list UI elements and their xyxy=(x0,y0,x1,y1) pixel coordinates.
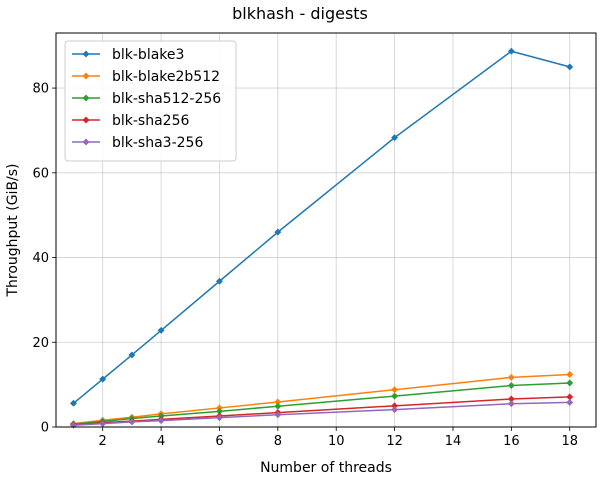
y-tick-label: 60 xyxy=(32,166,49,181)
data-point-blk-sha3-256 xyxy=(274,411,282,419)
legend-marker xyxy=(82,116,90,124)
data-point-blk-sha3-256 xyxy=(128,418,136,426)
data-point-blk-sha512-256 xyxy=(391,392,399,400)
data-point-blk-blake3 xyxy=(507,47,515,55)
legend-label: blk-sha256 xyxy=(112,113,189,129)
data-point-blk-blake3 xyxy=(566,63,574,71)
data-point-blk-sha512-256 xyxy=(566,379,574,387)
data-point-blk-blake3 xyxy=(215,277,224,285)
legend-marker xyxy=(82,50,90,58)
series-layer xyxy=(69,47,574,429)
x-tick-label: 2 xyxy=(99,434,107,449)
x-axis-label: Number of threads xyxy=(260,460,392,476)
legend-marker xyxy=(82,138,90,146)
legend-marker xyxy=(82,94,90,102)
y-tick-label: 40 xyxy=(32,251,49,266)
legend-box xyxy=(64,40,237,162)
legend-label: blk-blake3 xyxy=(112,47,184,63)
x-tick-label: 16 xyxy=(503,434,520,449)
data-point-blk-blake3 xyxy=(99,375,107,383)
ticks: 2 4 6 8 10 12 14 16 18 0 20 40 60 80 xyxy=(32,82,578,449)
x-tick-label: 6 xyxy=(215,434,223,449)
y-tick-label: 20 xyxy=(32,336,49,351)
data-point-blk-blake3 xyxy=(274,228,282,236)
y-tick-label: 0 xyxy=(41,421,49,436)
legend: blk-blake3 blk-blake2b512 blk-sha512-256 bl… xyxy=(64,40,237,162)
data-point-blk-sha3-256 xyxy=(507,400,515,408)
data-point-blk-sha3-256 xyxy=(391,406,399,414)
legend-label: blk-sha512-256 xyxy=(112,91,221,107)
chart-title: blkhash - digests xyxy=(232,4,368,23)
legend-label: blk-sha3-256 xyxy=(112,135,203,151)
data-point-blk-blake2b512 xyxy=(566,370,574,379)
x-tick-label: 12 xyxy=(386,434,403,449)
x-tick-label: 18 xyxy=(561,434,578,449)
x-tick-label: 8 xyxy=(274,434,282,449)
x-tick-label: 14 xyxy=(445,434,462,449)
data-point-blk-sha3-256 xyxy=(157,417,165,425)
data-point-blk-sha3-256 xyxy=(566,398,574,406)
legend-marker xyxy=(82,72,90,80)
data-point-blk-blake3 xyxy=(128,351,136,359)
data-point-blk-blake3 xyxy=(69,399,78,407)
data-point-blk-blake3 xyxy=(391,134,399,142)
plot-frame xyxy=(55,32,597,428)
y-axis-label: Throughput (GiB/s) xyxy=(5,163,21,297)
y-tick-label: 80 xyxy=(32,82,49,97)
data-point-blk-blake3 xyxy=(157,326,165,334)
legend-label: blk-blake2b512 xyxy=(112,69,220,85)
data-point-blk-sha512-256 xyxy=(507,381,515,390)
data-point-blk-sha3-256 xyxy=(215,414,224,422)
x-tick-label: 4 xyxy=(157,434,165,449)
x-tick-label: 10 xyxy=(328,434,345,449)
data-point-blk-blake2b512 xyxy=(507,373,515,381)
